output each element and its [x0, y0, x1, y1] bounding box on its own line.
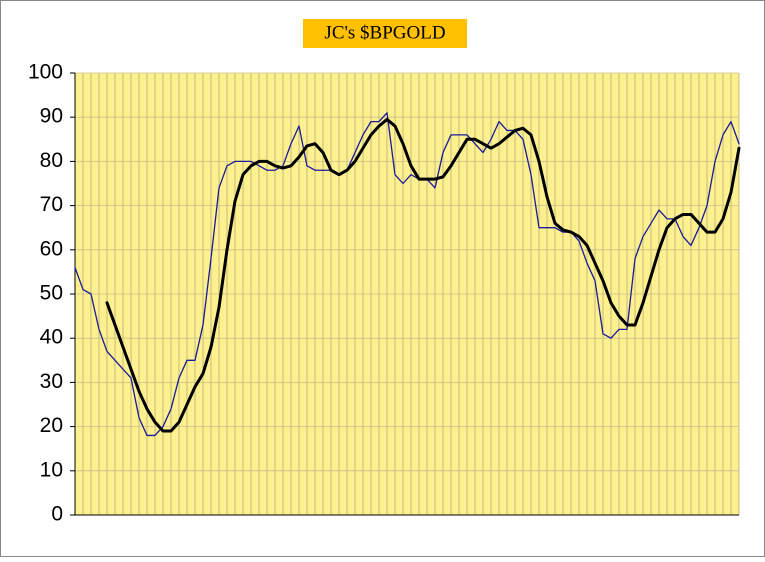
y-tick-label: 0 — [51, 503, 63, 526]
line-series — [74, 112, 740, 437]
y-tick-label: 40 — [40, 326, 63, 349]
line-series — [105, 117, 741, 433]
y-tick-label: 30 — [40, 370, 63, 393]
y-tick-label: 10 — [40, 458, 63, 481]
y-tick-label: 60 — [40, 237, 63, 260]
y-tick-label: 80 — [40, 149, 63, 172]
y-tick-label: 20 — [40, 414, 63, 437]
chart-title: JC's $BPGOLD — [324, 22, 445, 43]
y-tick-label: 70 — [40, 193, 63, 216]
title-box — [303, 19, 467, 48]
y-tick-label: 90 — [40, 105, 63, 128]
y-tick-label: 100 — [28, 61, 63, 84]
y-tick-label: 50 — [40, 282, 63, 305]
